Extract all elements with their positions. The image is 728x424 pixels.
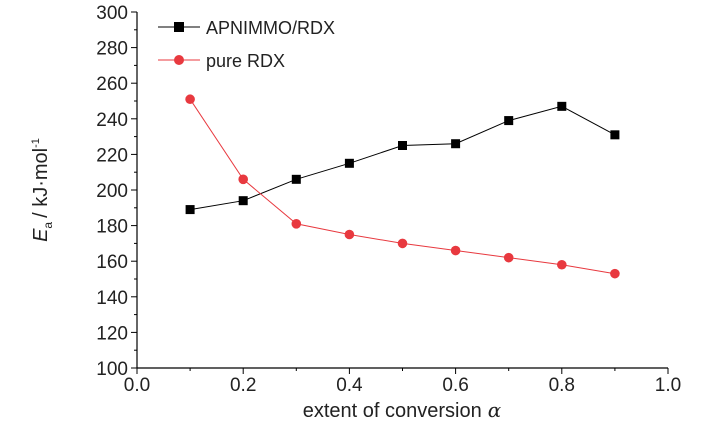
series-line-apnimmo-rdx — [190, 105, 616, 211]
x-tick-label: 0.8 — [549, 375, 575, 396]
y-tick-label: 220 — [96, 145, 128, 166]
x-axis-title-text: extent of conversion — [303, 400, 482, 422]
y-axis-title-symbol: E — [30, 228, 52, 242]
x-tick-label: 0.2 — [230, 375, 256, 396]
series-layer — [185, 94, 620, 279]
y-tick-label: 140 — [96, 288, 128, 309]
x-axis-title-symbol: α — [488, 398, 502, 422]
data-point-pure-rdx — [291, 219, 302, 229]
x-tick-label: 0.0 — [124, 375, 150, 396]
data-point-pure-rdx — [557, 259, 567, 270]
y-ticks: 100 120 140 160 180 200 220 240 260 280 300 — [96, 3, 137, 380]
y-tick-label: 200 — [96, 181, 128, 202]
data-point-apnimmo-rdx — [185, 205, 195, 215]
data-point-pure-rdx — [610, 268, 620, 279]
data-point-apnimmo-rdx — [610, 130, 620, 140]
x-tick-label: 1.0 — [655, 375, 681, 396]
data-point-pure-rdx — [450, 245, 461, 256]
data-point-apnimmo-rdx — [557, 101, 567, 111]
y-tick-label: 280 — [96, 39, 128, 60]
series-apnimmo-rdx — [185, 101, 620, 215]
y-tick-label: 240 — [96, 110, 128, 131]
y-axis-title-superscript: -1 — [30, 138, 42, 148]
x-tick-label: 0.4 — [336, 375, 363, 396]
data-point-pure-rdx — [344, 229, 355, 240]
x-ticks: 0.0 0.2 0.4 0.6 0.8 1.0 — [124, 368, 681, 396]
y-tick-label: 260 — [96, 74, 128, 95]
data-point-apnimmo-rdx — [291, 174, 301, 184]
y-axis-title-unit: / kJ·mol — [30, 148, 52, 218]
legend-marker-apnimmo — [174, 22, 184, 32]
y-tick-label: 300 — [96, 3, 128, 24]
data-point-pure-rdx — [185, 94, 195, 105]
data-point-apnimmo-rdx — [504, 116, 514, 126]
data-point-apnimmo-rdx — [398, 141, 407, 150]
legend: APNIMMO/RDX pure RDX — [158, 18, 335, 71]
y-axis-title: Ea / kJ·mol-1 — [30, 138, 55, 242]
data-point-apnimmo-rdx — [238, 196, 248, 206]
x-tick-label: 0.6 — [442, 375, 468, 396]
data-point-apnimmo-rdx — [344, 158, 354, 168]
series-pure-rdx — [185, 94, 620, 279]
y-tick-label: 160 — [96, 252, 128, 273]
legend-label-apnimmo: APNIMMO/RDX — [206, 18, 335, 38]
y-tick-label: 100 — [96, 359, 128, 380]
x-axis-title: extent of conversion α — [303, 398, 502, 422]
y-axis-title-subscript: a — [41, 222, 55, 229]
data-point-pure-rdx — [503, 252, 514, 263]
data-point-apnimmo-rdx — [451, 139, 461, 149]
y-tick-label: 180 — [96, 217, 128, 238]
legend-label-pure-rdx: pure RDX — [206, 51, 285, 71]
legend-marker-pure-rdx — [174, 55, 184, 65]
data-point-pure-rdx — [238, 174, 248, 185]
y-tick-label: 120 — [96, 323, 128, 344]
data-point-pure-rdx — [397, 238, 408, 249]
